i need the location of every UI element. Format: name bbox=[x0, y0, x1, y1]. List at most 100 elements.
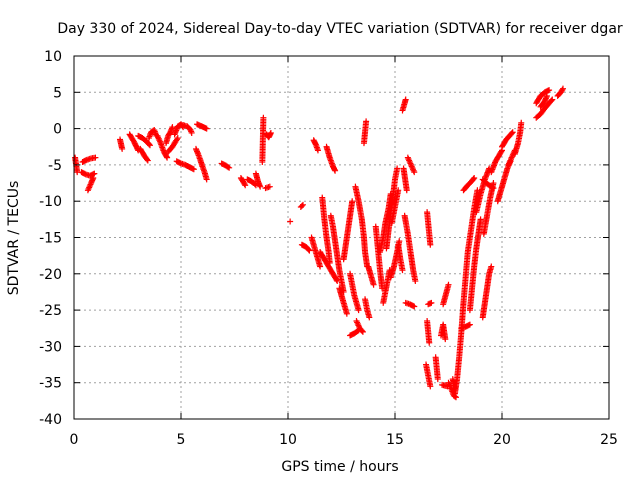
data-point bbox=[355, 307, 362, 314]
data-point bbox=[257, 183, 264, 190]
data-point bbox=[452, 394, 459, 401]
data-point bbox=[242, 182, 249, 189]
data-point bbox=[402, 96, 409, 103]
data-point bbox=[92, 154, 99, 161]
data-point bbox=[266, 183, 273, 190]
data-point bbox=[146, 142, 153, 149]
data-point bbox=[163, 153, 170, 160]
y-axis-label: SDTVAR / TECUs bbox=[6, 181, 22, 296]
data-point bbox=[543, 92, 550, 99]
data-point bbox=[509, 129, 516, 136]
data-point bbox=[188, 129, 195, 136]
data-point bbox=[354, 328, 361, 335]
data-point bbox=[428, 299, 435, 306]
y-tick-label: -30 bbox=[39, 339, 62, 355]
data-point bbox=[394, 165, 401, 172]
data-point bbox=[363, 118, 370, 125]
y-tick-label: 10 bbox=[44, 49, 62, 65]
data-point bbox=[470, 175, 477, 182]
data-point bbox=[548, 97, 555, 104]
y-tick-label: -15 bbox=[39, 231, 62, 247]
data-point bbox=[355, 327, 362, 334]
data-point bbox=[399, 267, 406, 274]
data-point bbox=[164, 154, 171, 161]
data-point bbox=[518, 119, 525, 126]
data-point bbox=[411, 169, 418, 176]
data-point bbox=[299, 201, 306, 208]
data-point bbox=[411, 303, 418, 310]
data-point bbox=[287, 218, 294, 225]
y-tick-label: 0 bbox=[53, 122, 62, 138]
axis-ticks bbox=[73, 55, 610, 420]
data-point bbox=[332, 167, 339, 174]
x-tick-label: 5 bbox=[177, 432, 186, 448]
data-point bbox=[508, 130, 515, 137]
data-point bbox=[343, 310, 350, 317]
x-tick-label: 20 bbox=[493, 432, 511, 448]
grid-layer bbox=[74, 56, 609, 419]
tick-labels: 0 5 10 15 20 25 10 5 0 -5 -10 -15 -20 -25 -30 -35 -40 bbox=[39, 49, 618, 448]
y-tick-label: -35 bbox=[39, 376, 62, 392]
data-point bbox=[203, 176, 210, 183]
data-point bbox=[474, 187, 481, 194]
data-point bbox=[445, 281, 452, 288]
data-point bbox=[471, 174, 478, 181]
data-point bbox=[349, 198, 356, 205]
data-point bbox=[226, 164, 233, 171]
data-point bbox=[549, 96, 556, 103]
data-point bbox=[490, 180, 497, 187]
data-point bbox=[317, 263, 324, 270]
data-point bbox=[144, 156, 151, 163]
data-point bbox=[144, 157, 151, 164]
data-point bbox=[326, 259, 333, 266]
data-point bbox=[267, 129, 274, 136]
data-point bbox=[359, 328, 366, 335]
x-tick-label: 15 bbox=[386, 432, 404, 448]
data-point bbox=[427, 383, 434, 390]
y-tick-label: -5 bbox=[48, 158, 62, 174]
data-points bbox=[72, 85, 566, 401]
data-point bbox=[298, 202, 305, 209]
data-point bbox=[546, 87, 553, 94]
x-tick-label: 0 bbox=[70, 432, 79, 448]
data-point bbox=[174, 135, 181, 142]
data-point bbox=[559, 85, 566, 92]
data-point bbox=[314, 147, 321, 154]
x-tick-label: 10 bbox=[279, 432, 297, 448]
data-point bbox=[119, 145, 126, 152]
data-point bbox=[169, 124, 176, 131]
chart-title: Day 330 of 2024, Sidereal Day-to-day VTE… bbox=[57, 21, 623, 37]
data-point bbox=[442, 336, 449, 343]
data-point bbox=[203, 125, 210, 132]
data-point bbox=[190, 166, 197, 173]
data-point bbox=[225, 164, 232, 171]
data-point bbox=[403, 187, 410, 194]
data-point bbox=[427, 241, 434, 248]
data-point bbox=[559, 86, 566, 93]
data-point bbox=[396, 238, 403, 245]
data-point bbox=[434, 376, 441, 383]
data-point bbox=[90, 174, 97, 181]
x-tick-label: 25 bbox=[600, 432, 618, 448]
data-point bbox=[241, 181, 248, 188]
y-tick-label: -25 bbox=[39, 303, 62, 319]
data-point bbox=[146, 141, 153, 148]
x-axis-label: GPS time / hours bbox=[281, 459, 398, 475]
y-tick-label: -20 bbox=[39, 267, 62, 283]
y-tick-label: -40 bbox=[39, 412, 62, 428]
y-tick-label: -10 bbox=[39, 194, 62, 210]
data-point bbox=[488, 263, 495, 270]
data-point bbox=[370, 281, 377, 288]
data-point bbox=[395, 187, 402, 194]
data-point bbox=[259, 158, 266, 165]
data-point bbox=[412, 278, 419, 285]
y-tick-label: 5 bbox=[53, 85, 62, 101]
data-point bbox=[498, 148, 505, 155]
data-point bbox=[466, 321, 473, 328]
data-point bbox=[306, 247, 313, 254]
data-point bbox=[173, 136, 180, 143]
data-point bbox=[305, 246, 312, 253]
data-point bbox=[91, 170, 98, 177]
